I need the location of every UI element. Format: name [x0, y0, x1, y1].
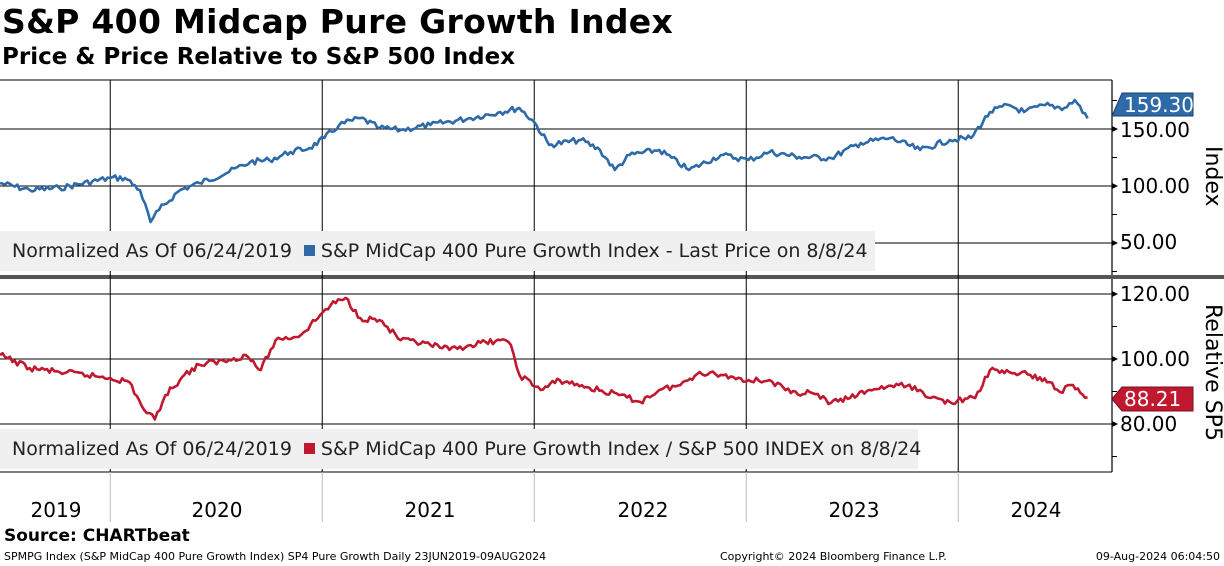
legend-prefix: Normalized As Of 06/24/2019: [12, 438, 292, 460]
last-price-tag: [1111, 92, 1194, 117]
y-tick-label: 120.00: [1120, 282, 1190, 306]
legend-swatch-red: [303, 443, 315, 454]
chart-title: S&P 400 Midcap Pure Growth Index: [2, 2, 674, 41]
legend-swatch-blue: [303, 245, 315, 256]
last-price-value: 159.30: [1124, 93, 1194, 117]
y-tick-label: 100.00: [1120, 174, 1190, 198]
price-series-line: [0, 98, 1089, 224]
y-tick-label: 100.00: [1120, 347, 1190, 371]
y-tick-label: 150.00: [1120, 118, 1190, 142]
legend-top: Normalized As Of 06/24/2019 S&P MidCap 40…: [0, 231, 875, 271]
y-tick-label: 50.00: [1120, 230, 1178, 254]
y-axis-label-top: Index: [1200, 146, 1224, 207]
panel-separator[interactable]: [0, 275, 1224, 279]
footer-description: SPMPG Index (S&P MidCap 400 Pure Growth …: [4, 550, 547, 563]
x-tick-label: 2019: [30, 498, 82, 522]
last-relative-tag: [1111, 386, 1194, 412]
y-axis-label-bottom: Relative SP5: [1200, 304, 1224, 441]
x-tick-label: 2020: [191, 498, 243, 522]
x-tick-label: 2023: [828, 498, 880, 522]
y-tick-label: 80.00: [1120, 412, 1178, 436]
legend-label: S&P MidCap 400 Pure Growth Index - Last …: [320, 240, 868, 262]
x-tick-label: 2021: [404, 498, 456, 522]
legend-prefix: Normalized As Of 06/24/2019: [12, 240, 292, 262]
chart-subtitle: Price & Price Relative to S&P 500 Index: [2, 44, 516, 70]
x-tick-label: 2022: [617, 498, 669, 522]
legend-bottom: Normalized As Of 06/24/2019 S&P MidCap 40…: [0, 429, 922, 469]
relative-series-line: [0, 296, 1088, 421]
x-tick-label: 2024: [1010, 498, 1062, 522]
footer-copyright: Copyright© 2024 Bloomberg Finance L.P.: [720, 550, 947, 563]
footer-timestamp: 09-Aug-2024 06:04:50: [1095, 550, 1220, 563]
source-note: Source: CHARTbeat: [4, 526, 190, 546]
last-relative-value: 88.21: [1124, 387, 1182, 411]
legend-label: S&P MidCap 400 Pure Growth Index / S&P 5…: [320, 438, 922, 460]
